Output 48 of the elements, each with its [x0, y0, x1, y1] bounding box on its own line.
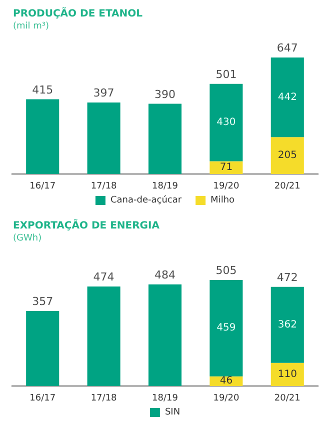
x-tick-label: 16/17 [30, 394, 56, 404]
x-tick-label: 19/20 [213, 182, 240, 192]
x-tick-label: 20/21 [274, 182, 300, 192]
data-label: 71 [220, 162, 233, 174]
bar [270, 58, 304, 138]
total-label: 390 [154, 88, 176, 101]
bar [87, 286, 120, 386]
bar [270, 286, 304, 363]
x-tick-label: 17/18 [90, 182, 118, 192]
bar [210, 161, 243, 174]
bar [26, 311, 60, 386]
chart-title: PRODUÇÃO DE ETANOL [13, 6, 144, 20]
total-label: 484 [154, 268, 176, 282]
bar [148, 284, 182, 386]
data-label: 205 [278, 150, 297, 162]
data-label: 459 [216, 322, 236, 334]
total-label: 501 [216, 68, 237, 81]
legend-label: SIN [164, 408, 180, 418]
bar [210, 280, 243, 376]
total-label: 505 [216, 264, 237, 277]
bar [148, 104, 182, 174]
bar [87, 102, 120, 174]
data-label: 46 [220, 376, 233, 387]
total-label: 474 [93, 270, 114, 284]
total-label: 357 [32, 295, 54, 308]
total-label: 397 [93, 86, 114, 100]
data-label: 430 [216, 117, 236, 128]
legend-label: Cana-de-açúcar [110, 194, 182, 206]
chart-subtitle: (mil m³) [13, 22, 50, 32]
legend-label: Milho [210, 196, 236, 206]
x-tick-label: 16/17 [30, 182, 56, 192]
data-label: 442 [278, 92, 297, 103]
bar [270, 362, 304, 386]
x-tick-label: 17/18 [90, 394, 118, 404]
bar [26, 99, 60, 174]
total-label: 647 [276, 42, 298, 55]
x-tick-label: 18/19 [152, 394, 178, 404]
x-tick-label: 18/19 [152, 182, 178, 192]
data-label: 110 [278, 368, 297, 380]
bar [270, 137, 304, 174]
data-label: 362 [278, 319, 297, 330]
total-label: 472 [276, 270, 298, 284]
chart-subtitle: (GWh) [13, 234, 42, 244]
bar [210, 84, 243, 162]
total-label: 415 [32, 83, 54, 96]
chart-title: EXPORTAÇÃO DE ENERGIA [13, 218, 160, 232]
x-tick-label: 20/21 [274, 394, 300, 404]
x-tick-label: 19/20 [213, 394, 240, 404]
